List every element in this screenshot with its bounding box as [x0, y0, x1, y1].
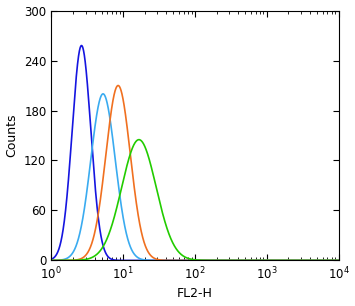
X-axis label: FL2-H: FL2-H: [177, 287, 213, 300]
Y-axis label: Counts: Counts: [6, 114, 18, 157]
